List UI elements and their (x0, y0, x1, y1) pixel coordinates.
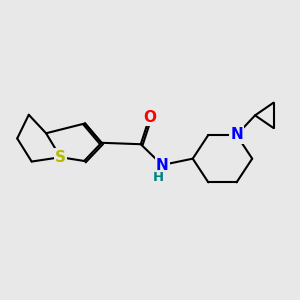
Text: N: N (230, 128, 243, 142)
Text: H: H (153, 171, 164, 184)
Text: N: N (156, 158, 169, 172)
Text: S: S (55, 150, 66, 165)
Text: O: O (143, 110, 156, 125)
